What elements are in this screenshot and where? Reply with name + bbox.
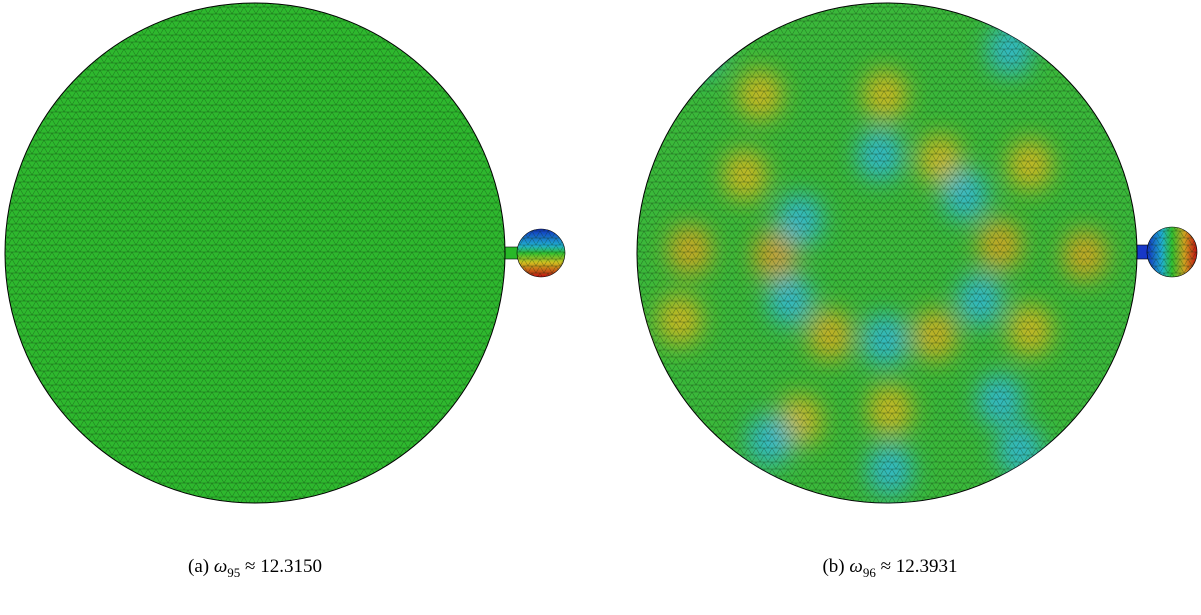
caption-a: (a) ω95 ≈ 12.3150 <box>5 556 505 581</box>
mode-blob <box>678 24 722 76</box>
caption-subscript: 95 <box>227 564 241 580</box>
caption-value: 12.3931 <box>895 556 958 577</box>
caption-b: (b) ω96 ≈ 12.3931 <box>640 556 1140 581</box>
caption-relation: ≈ <box>880 556 891 577</box>
plot-b <box>636 2 1198 504</box>
caption-label: (b) <box>822 556 845 577</box>
caption-relation: ≈ <box>245 556 256 577</box>
caption-subscript: 96 <box>862 564 876 580</box>
caption-value: 12.3150 <box>260 556 322 577</box>
mesh-plots <box>4 2 1198 504</box>
plot-a <box>4 2 566 504</box>
caption-label: (a) <box>188 556 210 577</box>
caption-symbol: ω <box>849 556 863 577</box>
caption-symbol: ω <box>213 556 228 577</box>
